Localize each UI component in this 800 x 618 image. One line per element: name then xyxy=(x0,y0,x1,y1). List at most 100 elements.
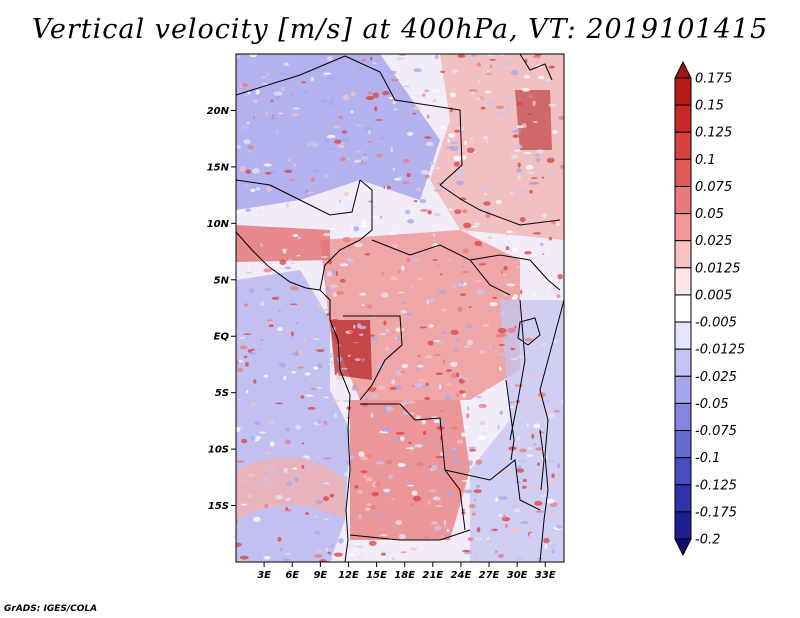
field-speckle-mark xyxy=(516,168,522,173)
field-speckle-mark xyxy=(486,54,496,56)
field-speckle-mark xyxy=(498,353,506,356)
field-speckle-mark xyxy=(531,433,535,439)
field-speckle-mark xyxy=(538,311,542,314)
field-speckle-mark xyxy=(245,169,252,174)
field-speckle-mark xyxy=(391,379,396,385)
colorbar-swatch xyxy=(674,294,692,323)
field-speckle-mark xyxy=(485,139,489,144)
field-speckle-mark xyxy=(483,135,489,140)
colorbar-level-label: -0.125 xyxy=(695,478,737,493)
field-speckle-mark xyxy=(247,145,254,150)
field-speckle-mark xyxy=(247,349,252,353)
field-speckle-mark xyxy=(392,168,395,171)
field-speckle-mark xyxy=(365,477,373,482)
field-speckle-mark xyxy=(446,528,450,532)
field-speckle-mark xyxy=(450,426,459,430)
field-speckle-mark xyxy=(323,396,329,399)
field-speckle-mark xyxy=(425,141,434,147)
field-speckle-mark xyxy=(548,413,555,418)
field-speckle-mark xyxy=(302,455,310,458)
field-speckle-mark xyxy=(453,161,460,167)
field-speckle-mark xyxy=(354,242,363,248)
field-speckle-mark xyxy=(439,273,443,276)
field-speckle-mark xyxy=(358,514,363,520)
field-speckle-mark xyxy=(390,276,398,281)
field-speckle-mark xyxy=(317,304,321,309)
colorbar-level-label: 0.1 xyxy=(695,153,716,168)
field-speckle-mark xyxy=(326,56,333,61)
field-speckle-mark xyxy=(400,551,407,554)
field-speckle-mark xyxy=(391,78,399,82)
field-speckle-mark xyxy=(381,552,386,556)
field-speckle-mark xyxy=(266,319,273,322)
field-speckle-mark xyxy=(288,178,296,182)
field-speckle-mark xyxy=(548,103,556,107)
field-speckle-mark xyxy=(332,292,337,298)
field-speckle-mark xyxy=(547,479,555,484)
field-speckle-mark xyxy=(503,265,508,271)
colorbar-level-label: 0.025 xyxy=(695,234,732,249)
field-speckle-mark xyxy=(548,236,553,241)
field-speckle-mark xyxy=(354,357,361,362)
field-speckle-mark xyxy=(485,90,492,94)
field-speckle-mark xyxy=(245,208,252,212)
field-speckle-mark xyxy=(309,379,314,382)
field-speckle-mark xyxy=(368,200,374,203)
field-speckle-mark xyxy=(440,125,447,130)
field-speckle-mark xyxy=(453,551,457,553)
field-speckle-mark xyxy=(465,230,469,235)
field-speckle-mark xyxy=(388,474,394,480)
field-speckle-mark xyxy=(432,259,438,261)
field-speckle-mark xyxy=(277,326,283,332)
field-speckle-mark xyxy=(417,354,420,357)
field-speckle-mark xyxy=(495,105,505,109)
field-speckle-mark xyxy=(253,116,256,120)
field-speckle-mark xyxy=(533,121,538,123)
field-speckle-mark xyxy=(461,480,469,482)
field-speckle-mark xyxy=(506,230,514,234)
field-speckle-mark xyxy=(301,465,305,469)
field-speckle-mark xyxy=(236,56,240,59)
field-speckle-mark xyxy=(507,352,515,356)
field-speckle-mark xyxy=(372,205,378,211)
field-speckle-mark xyxy=(397,462,406,468)
field-speckle-mark xyxy=(495,154,504,159)
colorbar-swatch xyxy=(674,77,692,106)
field-speckle-mark xyxy=(497,554,505,559)
field-speckle-mark xyxy=(538,431,545,434)
field-speckle-mark xyxy=(501,516,511,522)
field-speckle-mark xyxy=(383,488,391,493)
field-speckle-mark xyxy=(372,62,378,65)
field-speckle-mark xyxy=(430,521,439,525)
field-speckle-mark xyxy=(526,171,535,175)
field-speckle-mark xyxy=(431,89,441,93)
field-speckle-mark xyxy=(542,82,547,86)
field-speckle-mark xyxy=(314,530,321,535)
field-speckle-mark xyxy=(271,114,275,119)
field-speckle-mark xyxy=(250,402,256,408)
field-speckle-mark xyxy=(466,147,475,153)
field-speckle-mark xyxy=(326,312,331,317)
field-speckle-mark xyxy=(541,410,549,416)
field-speckle-mark xyxy=(268,117,278,120)
field-speckle-mark xyxy=(502,273,507,276)
field-speckle-mark xyxy=(306,191,315,194)
field-speckle-mark xyxy=(432,233,436,237)
field-speckle-mark xyxy=(358,161,368,166)
field-speckle-mark xyxy=(365,397,369,402)
field-speckle-mark xyxy=(277,73,286,76)
field-speckle-mark xyxy=(401,265,405,271)
field-speckle-mark xyxy=(253,516,261,522)
field-speckle-mark xyxy=(506,106,510,113)
colorbar-swatch xyxy=(674,375,692,404)
field-speckle-mark xyxy=(239,345,248,350)
field-speckle-mark xyxy=(393,177,401,181)
field-speckle-mark xyxy=(319,98,328,103)
field-speckle-mark xyxy=(253,378,257,385)
lon-tick-label: 24E xyxy=(451,570,472,581)
field-speckle-mark xyxy=(310,177,316,182)
field-speckle-mark xyxy=(331,268,336,275)
field-speckle-mark xyxy=(370,504,377,510)
field-speckle-mark xyxy=(320,256,329,258)
field-speckle-mark xyxy=(536,149,544,154)
